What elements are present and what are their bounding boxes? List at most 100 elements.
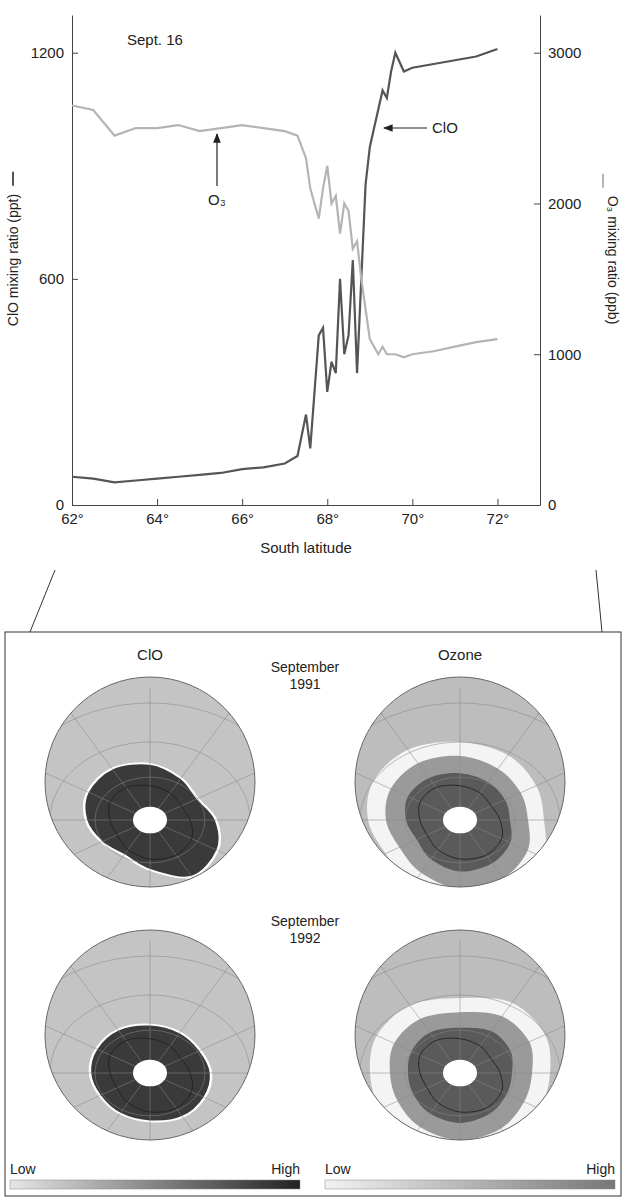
color-scale — [10, 1180, 300, 1189]
tick-label: 0 — [56, 496, 64, 513]
tick-mark — [72, 505, 78, 506]
graticule — [65, 705, 235, 935]
row-title: September1992 — [271, 913, 340, 946]
polar-gap — [133, 1060, 167, 1087]
tick-label: 66° — [231, 510, 254, 527]
tick-mark — [72, 53, 78, 54]
tick-label: 0 — [548, 496, 556, 513]
graticule — [65, 958, 235, 1188]
graticule — [375, 958, 545, 1188]
row-title: September1991 — [271, 659, 340, 692]
map — [290, 677, 626, 953]
graticule — [3, 1007, 297, 1140]
tick-mark — [534, 505, 540, 506]
column-title: ClO — [137, 646, 163, 663]
coastline — [109, 785, 193, 859]
axis-title: O₃ mixing ratio (ppb) — [605, 196, 621, 325]
tick-label: 72° — [487, 510, 510, 527]
tick: 68° — [316, 499, 339, 527]
row-title-line: 1991 — [289, 676, 320, 692]
connector — [30, 570, 55, 632]
map — [0, 930, 320, 1201]
graticule — [3, 754, 297, 887]
axis-line — [73, 505, 541, 506]
globe-outline — [355, 677, 565, 887]
column-title: Ozone — [438, 646, 482, 663]
scale-label: Low — [325, 1161, 352, 1177]
axis-title: South latitude — [260, 539, 352, 556]
polar-gap — [133, 807, 167, 834]
tick: 0 — [56, 496, 78, 513]
tick: 3000 — [534, 44, 581, 61]
plot-area — [72, 49, 497, 482]
globe-outline — [45, 930, 255, 1140]
tick: 2000 — [534, 195, 581, 212]
tick-label: 1200 — [31, 44, 64, 61]
graticule — [375, 705, 545, 935]
map — [290, 930, 626, 1201]
tick-mark — [497, 499, 498, 505]
tick: 1000 — [534, 346, 581, 363]
tick-label: 62° — [61, 510, 84, 527]
row-title-line: 1992 — [289, 930, 320, 946]
map — [0, 677, 320, 953]
axis: 62° 64° 66° 68° 70° 72° — [61, 499, 540, 527]
coastline — [419, 1038, 503, 1112]
coastline — [419, 785, 503, 859]
row-title-line: September — [271, 913, 340, 929]
tick-mark — [534, 203, 540, 204]
tick: 600 — [39, 270, 78, 287]
tick-mark — [327, 499, 328, 505]
tick-mark — [72, 279, 78, 280]
annotation-arrow — [384, 127, 427, 128]
tick-label: 70° — [402, 510, 425, 527]
region — [390, 1012, 533, 1140]
axis-title: ClO mixing ratio (ppt) — [5, 194, 21, 326]
tick: 72° — [487, 499, 510, 527]
tick-mark — [534, 354, 540, 355]
tick: 66° — [231, 499, 254, 527]
polar-gap — [443, 1060, 477, 1087]
chart-title: Sept. 16 — [127, 31, 183, 48]
axis-line — [72, 16, 73, 506]
tick: 1200 — [31, 44, 78, 61]
row-title-line: September — [271, 659, 340, 675]
graticule — [313, 1007, 607, 1140]
region — [385, 756, 529, 889]
scale-label: High — [586, 1161, 615, 1177]
tick-mark — [412, 499, 413, 505]
series-line — [72, 105, 497, 357]
color-scale — [325, 1180, 615, 1189]
scale-label: High — [271, 1161, 300, 1177]
tick-label: 1000 — [548, 346, 581, 363]
connector — [596, 570, 602, 632]
tick-mark — [534, 53, 540, 54]
tick: 70° — [402, 499, 425, 527]
globe-outline — [355, 930, 565, 1140]
annotation-arrow — [216, 134, 217, 186]
tick-mark — [242, 499, 243, 505]
region — [405, 773, 512, 871]
series-label: ClO — [432, 119, 458, 136]
axis-line — [540, 16, 541, 506]
tick-mark — [157, 499, 158, 505]
tick: 0 — [534, 496, 556, 513]
axis: 0 1000 2000 3000 — [534, 16, 581, 514]
region — [367, 742, 546, 905]
region — [84, 763, 219, 877]
figure: 62° 64° 66° 68° 70° 72° 0 600 1200 0 1000 2000 3000 S… — [0, 0, 626, 1201]
series-label: O₃ — [208, 191, 226, 208]
tick-label: 68° — [316, 510, 339, 527]
series-line — [72, 49, 497, 482]
tick-label: 2000 — [548, 195, 581, 212]
axis: 0 600 1200 — [31, 16, 78, 514]
coastline — [109, 1038, 193, 1112]
scale-label: Low — [10, 1161, 37, 1177]
key-dash — [602, 174, 604, 188]
polar-gap — [443, 807, 477, 834]
tick: 64° — [146, 499, 169, 527]
tick-label: 64° — [146, 510, 169, 527]
key-dash — [12, 172, 14, 186]
tick-label: 600 — [39, 270, 64, 287]
globe-outline — [45, 677, 255, 887]
